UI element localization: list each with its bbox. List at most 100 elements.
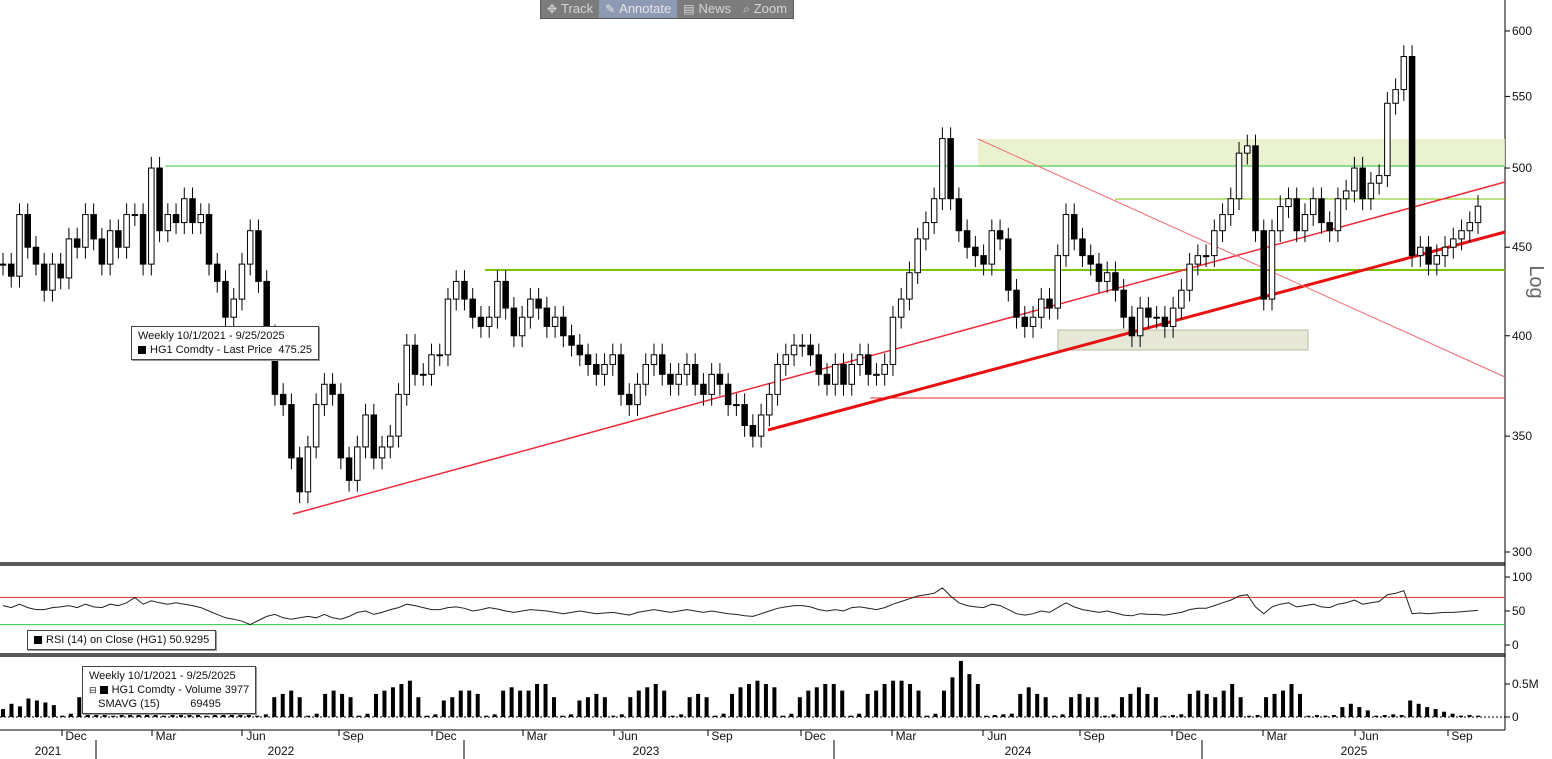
- volume-bar: [1357, 707, 1362, 717]
- volume-bar: [26, 698, 31, 717]
- candle-body: [733, 404, 740, 407]
- candle-body: [626, 393, 633, 406]
- volume-bar: [1069, 697, 1074, 717]
- candle-body: [848, 363, 855, 385]
- x-month-label: Sep: [1451, 729, 1473, 743]
- volume-bar: [696, 693, 701, 717]
- volume-bar: [306, 715, 311, 717]
- volume-bar: [9, 703, 14, 717]
- candle-body: [337, 393, 345, 459]
- collapse-icon[interactable]: ⊟: [89, 685, 97, 695]
- series-swatch-icon: [138, 346, 146, 354]
- volume-bar: [458, 690, 463, 717]
- candle-body: [897, 298, 905, 318]
- volume-bar: [1289, 684, 1294, 717]
- news-button[interactable]: ▤ News: [683, 1, 732, 16]
- volume-bar: [1348, 703, 1353, 717]
- x-month-label: Dec: [65, 729, 86, 743]
- candle-body: [790, 344, 798, 356]
- volume-bar: [1162, 715, 1167, 717]
- volume-bar: [1103, 715, 1108, 717]
- candle-body: [98, 238, 106, 265]
- candle-body: [312, 404, 320, 448]
- volume-bar: [1213, 697, 1218, 717]
- candle-body: [1161, 316, 1169, 327]
- candle-body: [832, 363, 839, 385]
- volume-bar: [1238, 697, 1243, 717]
- volume-bar: [924, 715, 929, 717]
- candle-body: [840, 363, 847, 385]
- candle-body: [1351, 167, 1358, 192]
- candle-body: [642, 363, 649, 385]
- news-icon: ▤: [683, 2, 695, 16]
- x-month-label: Sep: [1083, 729, 1105, 743]
- volume-bar: [1, 709, 5, 717]
- candle-body: [65, 238, 73, 279]
- track-button[interactable]: ✥ Track: [547, 1, 594, 16]
- candle-body: [329, 383, 336, 395]
- volume-bar: [899, 680, 904, 717]
- volume-bar: [831, 684, 836, 717]
- volume-bar: [789, 713, 794, 717]
- volume-bar: [204, 715, 209, 717]
- trend-line: [977, 138, 1506, 378]
- volume-bar: [806, 690, 811, 717]
- panel-separator: [0, 653, 1505, 657]
- y-tick-label: 350: [1512, 429, 1532, 443]
- volume-bar: [331, 690, 336, 717]
- rsi-tick-label: 100: [1512, 570, 1532, 584]
- volume-bar: [1331, 715, 1336, 717]
- volume-tick-label: 0: [1512, 710, 1519, 724]
- candle-body: [939, 138, 946, 200]
- candle-body: [1441, 246, 1449, 257]
- candle-body: [807, 344, 814, 356]
- candle-body: [469, 298, 476, 318]
- candle-body: [222, 280, 229, 318]
- x-month-label: Sep: [711, 729, 733, 743]
- volume-legend-series: HG1 Comdty - Volume: [111, 684, 222, 696]
- candle-body: [1219, 214, 1226, 232]
- volume-bar: [1450, 713, 1455, 717]
- volume-bar: [77, 697, 82, 717]
- candle-body: [1062, 214, 1070, 257]
- volume-bar: [1026, 687, 1031, 717]
- candle-body: [238, 263, 246, 300]
- annotate-button[interactable]: ✎ Annotate: [599, 0, 678, 18]
- volume-bar: [1306, 715, 1311, 717]
- volume-bar: [441, 700, 446, 717]
- price-legend[interactable]: Weekly 10/1/2021 - 9/25/2025 HG1 Comdty …: [131, 326, 320, 360]
- candle-body: [856, 354, 864, 365]
- volume-bar: [111, 715, 116, 717]
- volume-bar: [636, 690, 641, 717]
- volume-bar: [1323, 715, 1328, 717]
- candle-body: [724, 383, 732, 406]
- series-swatch-icon: [99, 686, 108, 694]
- candle-body: [1178, 289, 1185, 309]
- volume-legend[interactable]: Weekly 10/1/2021 - 9/25/2025 ⊟ HG1 Comdt…: [82, 666, 257, 714]
- volume-bar: [323, 693, 328, 717]
- rsi-legend[interactable]: RSI (14) on Close (HG1) 50.9295: [27, 630, 217, 650]
- volume-bar: [340, 693, 345, 717]
- volume-bar: [1179, 714, 1184, 717]
- volume-bar: [373, 693, 378, 717]
- sma-legend-value: 69495: [190, 698, 221, 710]
- volume-bar: [865, 693, 870, 717]
- volume-bar: [1416, 703, 1421, 717]
- volume-bar: [738, 687, 743, 717]
- zoom-button[interactable]: ⌕ Zoom: [743, 1, 788, 16]
- volume-bar: [602, 697, 607, 717]
- y-tick-label: 500: [1512, 161, 1532, 175]
- x-year-label: 2023: [633, 744, 660, 758]
- candle-body: [1153, 316, 1160, 319]
- candle-body: [420, 373, 427, 376]
- volume-bar: [755, 680, 760, 717]
- candle-body: [980, 255, 987, 265]
- volume-bar: [1128, 693, 1133, 717]
- volume-bar: [1145, 693, 1150, 717]
- volume-bar: [857, 713, 862, 717]
- volume-bar: [679, 714, 684, 717]
- candle-body: [568, 335, 575, 346]
- y-tick-label: 550: [1512, 89, 1532, 103]
- candle-body: [700, 383, 707, 395]
- volume-bar: [1035, 693, 1040, 717]
